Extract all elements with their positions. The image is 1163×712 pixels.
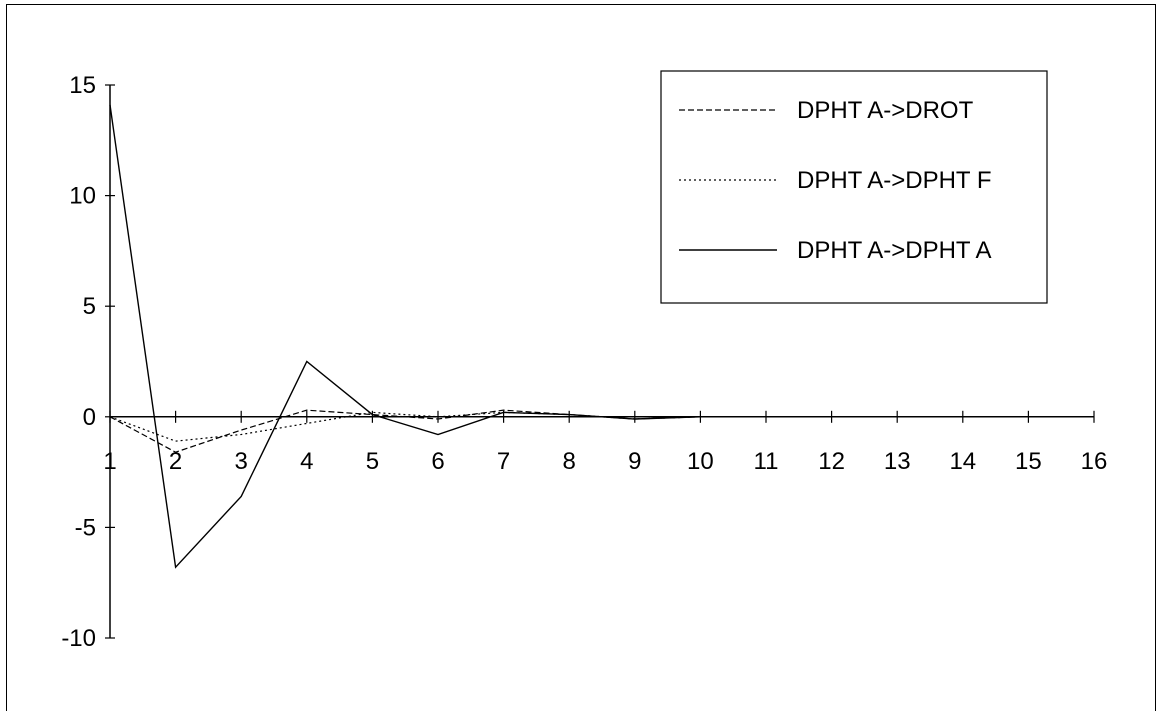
x-tick-label: 9 (628, 448, 641, 475)
legend-label-2: DPHT A->DPHT F (797, 167, 991, 194)
x-tick-label: 10 (687, 448, 714, 475)
x-tick-label: 5 (366, 448, 379, 475)
series-line-3 (109, 104, 1094, 569)
x-tick-label: 11 (754, 448, 779, 475)
legend-label-1: DPHT A->DROT (797, 97, 974, 124)
x-tick-label: 1 (103, 448, 116, 475)
x-tick-label: 14 (949, 448, 976, 475)
x-tick-label: 4 (300, 448, 313, 475)
y-tick-label: 0 (83, 404, 96, 431)
x-tick-label: 13 (884, 448, 911, 475)
x-tick-label: 16 (1081, 448, 1108, 475)
y-tick-label: 5 (83, 293, 96, 320)
y-tick-label: -5 (75, 514, 96, 541)
legend-label-3: DPHT A->DPHT A (797, 237, 992, 264)
y-tick-label: 10 (69, 183, 96, 210)
x-tick-label: 8 (563, 448, 576, 475)
x-tick-label: 15 (1015, 448, 1042, 475)
x-tick-label: 3 (235, 448, 248, 475)
chart-frame: 15 10 5 0 -5 -10 1 2 3 4 5 6 7 8 9 10 11 12 13 14 15 16 DPHT A… (6, 4, 1156, 711)
x-tick-label: 2 (169, 448, 182, 475)
y-tick-label: -10 (61, 625, 96, 652)
x-tick-label: 6 (431, 448, 444, 475)
x-tick-label: 7 (497, 448, 510, 475)
x-tick-label: 12 (818, 448, 845, 475)
y-tick-label: 15 (69, 72, 96, 99)
